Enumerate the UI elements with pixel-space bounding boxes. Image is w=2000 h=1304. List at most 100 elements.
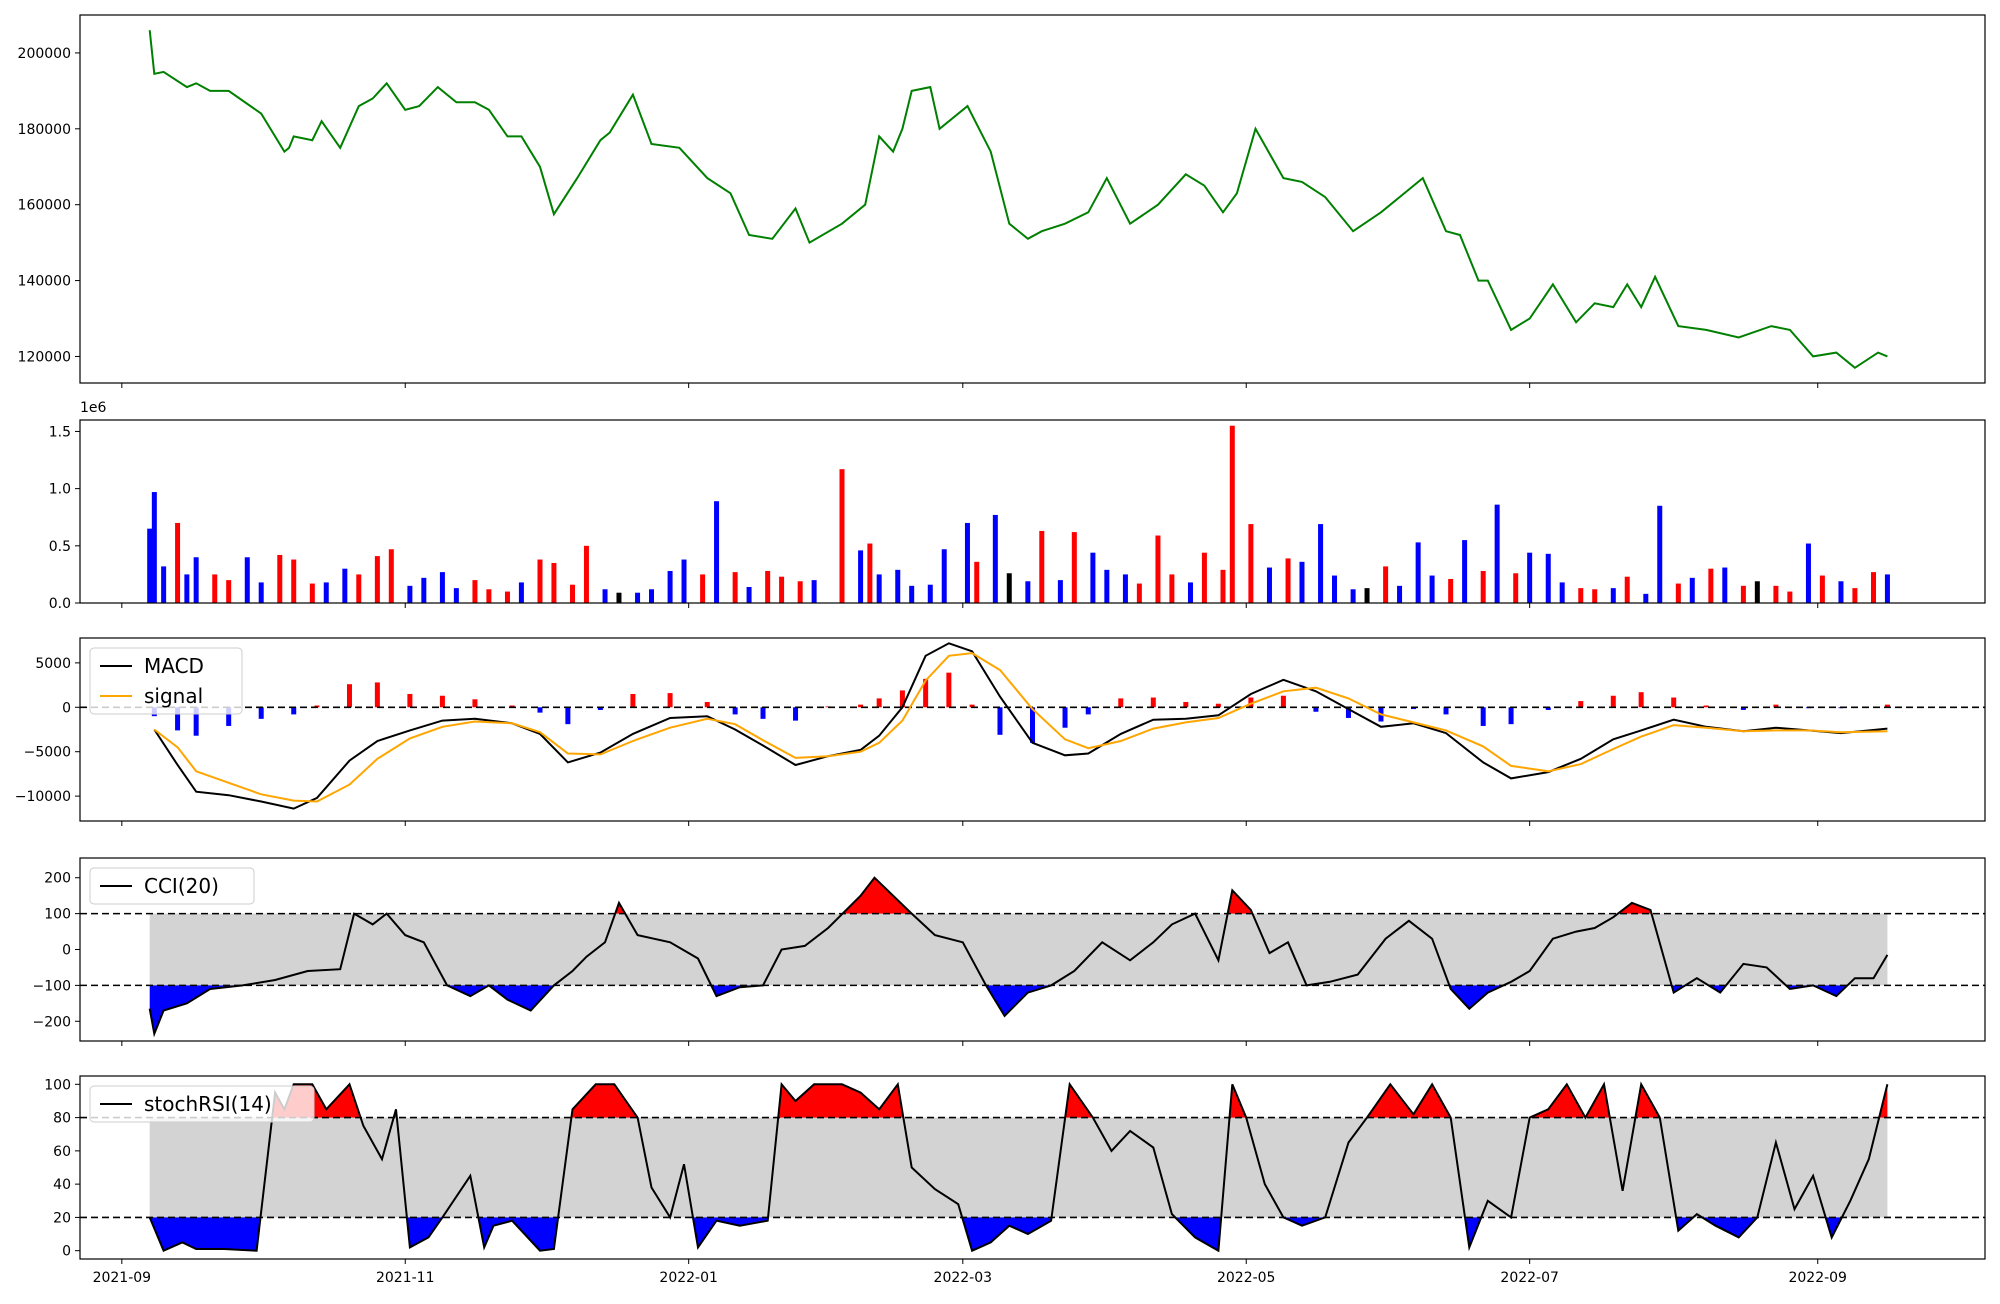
volume-bar: [472, 580, 478, 603]
x-tick-label: 2022-01: [659, 1270, 718, 1286]
volume-bar: [309, 583, 315, 603]
volume-bar: [1229, 425, 1235, 603]
y-tick-label: −200: [33, 1014, 71, 1030]
macd-histogram-bar: [439, 695, 445, 708]
volume-bar: [1643, 593, 1649, 603]
volume-bar: [1527, 552, 1533, 603]
panel-border: [79, 857, 1986, 1042]
macd-histogram-bar: [407, 693, 413, 708]
plot-area: [147, 425, 1890, 603]
series-line: [148, 1081, 1889, 1253]
legend-label: signal: [144, 684, 203, 708]
volume-bar: [1350, 589, 1356, 603]
macd-histogram-bar: [1671, 697, 1677, 708]
volume-bar: [291, 559, 297, 603]
panel-border: [79, 419, 1986, 604]
oversold-fill: [1283, 1217, 1326, 1226]
oversold-fill: [711, 985, 763, 997]
macd-histogram-bar: [472, 699, 478, 708]
legend-label: CCI(20): [144, 874, 219, 898]
volume-bar: [147, 528, 153, 603]
y-tick-label: 80: [53, 1111, 71, 1127]
volume-bar: [1318, 524, 1324, 603]
volume-bar: [161, 566, 167, 603]
y-tick-label: 60: [53, 1144, 71, 1160]
volume-bar: [1448, 578, 1454, 603]
y-tick-label: −100: [33, 978, 71, 994]
macd-histogram-bar: [565, 707, 571, 725]
macd-histogram-bar: [1638, 692, 1644, 708]
macd-histogram-bar: [1773, 704, 1779, 708]
volume-bar: [765, 570, 771, 603]
volume-bar: [746, 586, 752, 603]
volume-bar: [876, 574, 882, 603]
y-tick-label: 1.0: [49, 482, 71, 498]
y-tick-label: 200000: [18, 46, 71, 62]
oversold-fill: [962, 1217, 1052, 1251]
macd-histogram-bar: [997, 707, 1003, 735]
volume-bar: [714, 501, 720, 603]
y-tick-label: 20: [53, 1210, 71, 1226]
volume-bar: [1675, 583, 1681, 603]
oversold-fill: [149, 1217, 261, 1251]
volume-bar: [635, 592, 641, 603]
legend-box: [89, 867, 255, 905]
legend-label: MACD: [144, 654, 204, 678]
plot-area: [80, 1081, 1985, 1253]
volume-bar: [1462, 540, 1468, 603]
overbought-fill: [571, 1084, 638, 1118]
macd-histogram-bar: [226, 707, 232, 726]
volume-bar: [151, 492, 157, 603]
volume-bar: [421, 577, 427, 603]
volume-bar: [537, 559, 543, 603]
macd-histogram-bar: [1062, 707, 1068, 728]
volume-bar: [258, 582, 264, 603]
volume-bar: [1852, 588, 1858, 603]
volume-bar: [323, 582, 329, 603]
x-tick-label: 2021-11: [376, 1270, 435, 1286]
macd-histogram-bar: [1703, 705, 1709, 708]
panel-0: 120000 140000 160000 180000 200000: [18, 14, 1986, 388]
plot-area: [80, 642, 1985, 810]
x-tick-label: 2022-09: [1788, 1270, 1847, 1286]
legend-box: [89, 1085, 315, 1123]
volume-bar: [1364, 588, 1370, 603]
overbought-fill: [1617, 902, 1652, 914]
overbought-fill: [1367, 1084, 1451, 1118]
macd-histogram-bar: [923, 678, 929, 708]
panel-4: 0 20 40 60 80 100 2021-09 2021-11 2022-01 2022-03…: [44, 1075, 1986, 1286]
macd-histogram-bar: [1030, 707, 1035, 743]
volume-bar: [858, 550, 864, 603]
volume-bar: [1155, 535, 1161, 603]
volume-bar: [1057, 580, 1063, 603]
volume-bar: [649, 589, 654, 603]
volume-bar: [486, 589, 492, 603]
volume-bar: [244, 557, 250, 603]
volume-bar: [1299, 561, 1305, 603]
volume-bar: [175, 522, 181, 603]
volume-bar: [941, 549, 947, 603]
x-tick-label: 2022-07: [1500, 1270, 1559, 1286]
volume-bar: [1415, 542, 1421, 603]
y-tick-label: 120000: [18, 349, 71, 365]
oversold-fill: [1702, 1217, 1758, 1238]
volume-bar: [1545, 553, 1551, 603]
volume-bar: [1689, 577, 1695, 603]
macd-histogram-bar: [1085, 707, 1091, 715]
macd-histogram-bar: [1215, 703, 1221, 708]
volume-bar: [1513, 573, 1519, 603]
volume-bar: [1494, 504, 1500, 603]
volume-bar: [374, 556, 380, 603]
volume-bar: [1480, 570, 1486, 603]
volume-bar: [1006, 573, 1012, 603]
macd-histogram-bar: [704, 701, 710, 708]
macd-histogram-bar: [1411, 707, 1416, 710]
macd-histogram-bar: [1150, 697, 1156, 708]
volume-bar: [1025, 581, 1031, 603]
volume-bar: [1383, 566, 1389, 603]
series-line: [153, 652, 1888, 803]
y-tick-label: 180000: [18, 122, 71, 138]
macd-histogram-bar: [1884, 704, 1890, 708]
volume-bar: [226, 580, 232, 603]
